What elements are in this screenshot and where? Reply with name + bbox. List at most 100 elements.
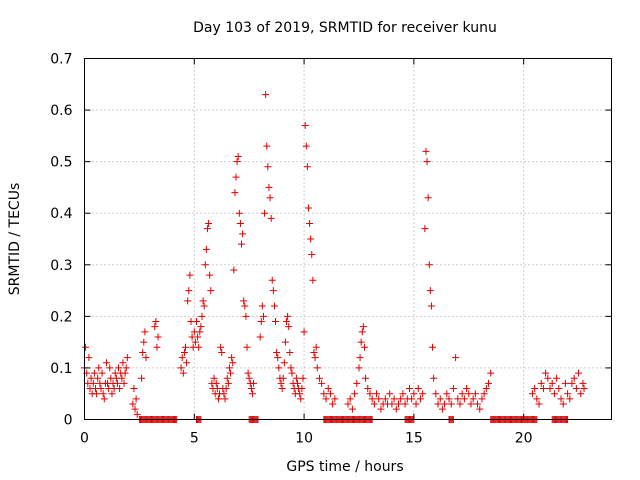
data-point xyxy=(326,390,334,398)
data-point xyxy=(224,379,232,387)
data-point xyxy=(238,240,246,248)
data-point xyxy=(482,385,490,393)
plot-frame xyxy=(84,58,612,420)
data-point xyxy=(357,338,365,346)
data-point xyxy=(429,343,437,351)
data-point xyxy=(198,312,206,320)
y-axis-label: SRMTID / TECUs xyxy=(7,183,23,296)
data-point xyxy=(199,297,207,305)
data-point xyxy=(537,379,545,387)
data-point xyxy=(200,302,208,310)
data-point xyxy=(140,338,148,346)
data-point xyxy=(358,328,366,336)
data-point xyxy=(419,390,427,398)
data-point xyxy=(427,302,435,310)
data-point xyxy=(115,364,123,372)
chart-title: Day 103 of 2019, SRMTID for receiver kun… xyxy=(193,20,497,36)
data-point xyxy=(151,323,159,331)
data-point xyxy=(329,400,337,408)
y-tick-label: 0.4 xyxy=(50,206,72,222)
data-point xyxy=(362,374,370,382)
data-point xyxy=(315,374,323,382)
data-point xyxy=(577,390,585,398)
data-point xyxy=(256,333,264,341)
data-point xyxy=(206,271,214,279)
data-point xyxy=(259,312,267,320)
data-point xyxy=(313,364,321,372)
data-point xyxy=(561,379,569,387)
data-point xyxy=(487,369,495,377)
data-point xyxy=(426,287,434,295)
data-point xyxy=(266,194,274,202)
data-point xyxy=(98,369,106,377)
data-point xyxy=(130,385,138,393)
data-point xyxy=(539,385,547,393)
data-point xyxy=(184,297,192,305)
data-point xyxy=(218,348,226,356)
data-point xyxy=(306,220,314,228)
data-point xyxy=(90,369,98,377)
data-point xyxy=(348,405,356,413)
data-point xyxy=(438,405,446,413)
data-point xyxy=(227,369,235,377)
data-point xyxy=(245,374,253,382)
data-point xyxy=(283,318,291,326)
data-point xyxy=(570,374,578,382)
data-point xyxy=(270,302,278,310)
data-point xyxy=(94,374,102,382)
data-point xyxy=(292,374,300,382)
x-axis-label: GPS time / hours xyxy=(286,459,403,475)
data-point xyxy=(122,364,130,372)
data-point xyxy=(301,122,309,130)
data-point xyxy=(353,379,361,387)
data-point xyxy=(449,385,457,393)
y-tick-label: 0.6 xyxy=(50,103,72,119)
data-point xyxy=(331,395,339,403)
data-point xyxy=(424,194,432,202)
data-point xyxy=(197,323,205,331)
data-point xyxy=(476,405,484,413)
data-point xyxy=(248,390,256,398)
data-point xyxy=(102,359,110,367)
data-point xyxy=(207,287,215,295)
data-point xyxy=(275,364,283,372)
data-point xyxy=(460,395,468,403)
data-point xyxy=(366,390,374,398)
data-point xyxy=(100,395,108,403)
data-point xyxy=(408,395,416,403)
data-point xyxy=(405,385,413,393)
data-point xyxy=(423,158,431,166)
data-point xyxy=(274,354,282,362)
data-point xyxy=(469,395,477,403)
data-point xyxy=(95,364,103,372)
data-point xyxy=(186,271,194,279)
data-point xyxy=(322,395,330,403)
y-tick-label: 0.3 xyxy=(50,258,72,274)
data-point xyxy=(154,333,162,341)
data-point xyxy=(247,385,255,393)
data-point xyxy=(285,323,293,331)
data-point xyxy=(242,312,250,320)
data-point xyxy=(89,379,97,387)
data-point xyxy=(478,395,486,403)
data-point xyxy=(579,379,587,387)
data-point xyxy=(258,302,266,310)
data-point xyxy=(222,385,230,393)
data-point xyxy=(575,369,583,377)
data-point xyxy=(454,395,462,403)
data-point xyxy=(288,369,296,377)
data-point xyxy=(87,374,95,382)
data-point xyxy=(263,142,271,150)
data-point xyxy=(441,400,449,408)
data-point xyxy=(139,348,147,356)
data-point xyxy=(142,354,150,362)
data-point xyxy=(230,266,238,274)
data-point xyxy=(320,390,328,398)
data-point xyxy=(360,343,368,351)
data-point xyxy=(401,400,409,408)
x-tick-label: 20 xyxy=(515,431,533,447)
data-point xyxy=(85,354,93,362)
data-point xyxy=(267,214,275,222)
data-point xyxy=(268,276,276,284)
data-point xyxy=(356,354,364,362)
